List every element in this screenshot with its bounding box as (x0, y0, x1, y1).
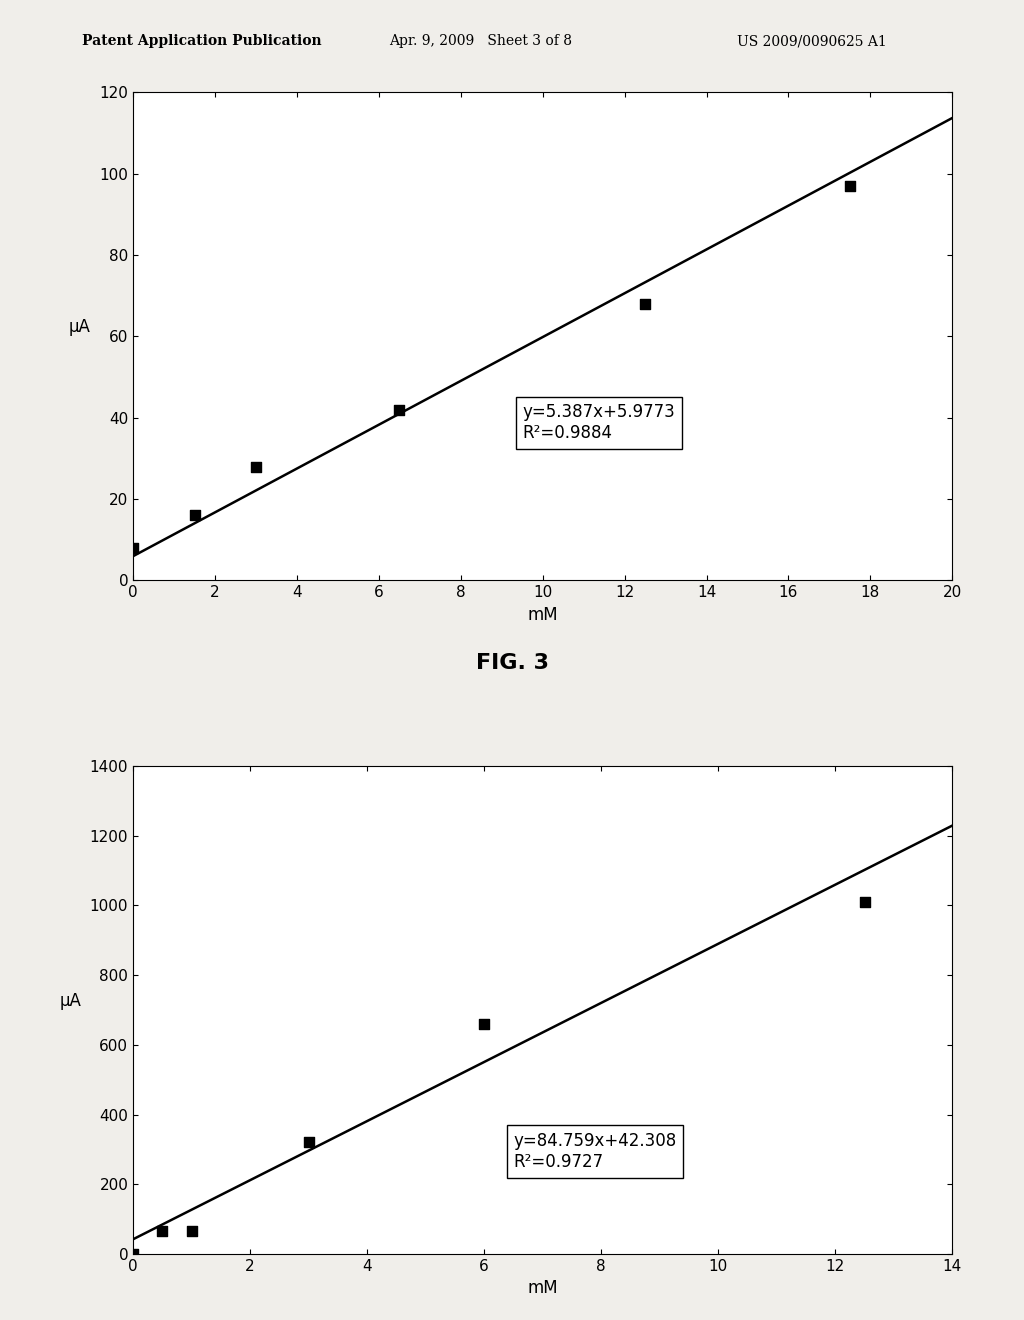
Text: y=84.759x+42.308
R²=0.9727: y=84.759x+42.308 R²=0.9727 (513, 1133, 677, 1171)
Y-axis label: μA: μA (69, 318, 91, 337)
Point (125, 1243, 141, 1265)
Point (155, 1221, 171, 1242)
Y-axis label: μA: μA (59, 991, 81, 1010)
Point (842, 176, 858, 197)
Point (300, 1131, 316, 1152)
Point (637, 293, 653, 314)
Point (125, 537, 141, 558)
Point (248, 455, 264, 477)
Point (476, 1014, 493, 1035)
Text: Apr. 9, 2009   Sheet 3 of 8: Apr. 9, 2009 Sheet 3 of 8 (389, 34, 572, 49)
Point (186, 504, 203, 525)
X-axis label: mM: mM (527, 1279, 558, 1298)
Text: y=5.387x+5.9773
R²=0.9884: y=5.387x+5.9773 R²=0.9884 (522, 404, 675, 442)
Text: FIG. 3: FIG. 3 (475, 653, 549, 673)
Point (183, 1221, 200, 1242)
X-axis label: mM: mM (527, 606, 558, 624)
Point (856, 891, 872, 912)
Text: US 2009/0090625 A1: US 2009/0090625 A1 (737, 34, 887, 49)
Text: Patent Application Publication: Patent Application Publication (82, 34, 322, 49)
Point (391, 399, 408, 420)
